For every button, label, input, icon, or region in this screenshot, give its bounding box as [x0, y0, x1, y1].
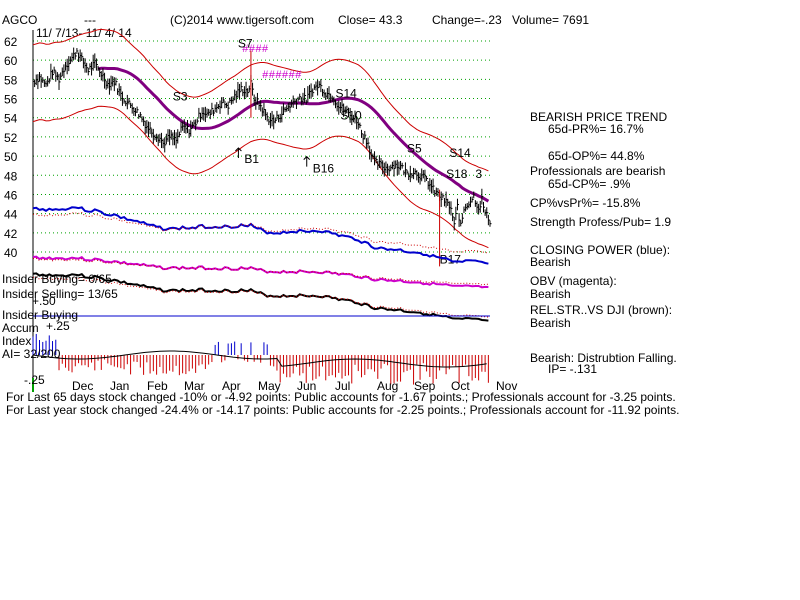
accum-histogram — [32, 333, 489, 392]
lower-band — [32, 105, 489, 249]
month-label: Sep — [414, 379, 436, 393]
sell-marker: ###### — [262, 70, 302, 82]
y-tick-label: 50 — [4, 150, 18, 164]
relstr-title: REL.STR..VS DJI (brown): — [530, 303, 672, 317]
cp-value: 65d-CP%= .9% — [548, 177, 631, 191]
obv-value: Bearish — [530, 287, 571, 301]
y-tick-label: 48 — [4, 169, 18, 183]
relstr-value: Bearish — [530, 316, 571, 330]
month-label: Aug — [377, 379, 398, 393]
y-tick-label: 54 — [4, 112, 18, 126]
y-tick-label: 62 — [4, 35, 18, 49]
month-label: Jan — [110, 379, 129, 393]
obv-title: OBV (magenta): — [530, 274, 617, 288]
closing-power-title: CLOSING POWER (blue): — [530, 243, 670, 257]
header-dashes: --- — [84, 13, 96, 27]
sell-marker: #### — [242, 44, 269, 56]
month-label: Dec — [72, 379, 93, 393]
month-label: Feb — [147, 379, 168, 393]
y-tick-label: 60 — [4, 54, 18, 68]
y-tick-label: 58 — [4, 73, 18, 87]
insider-buying: Insider Buying= 0/65 — [2, 272, 112, 286]
insider-buying-2: Insider Buying — [2, 308, 78, 322]
ticker: AGCO — [2, 13, 37, 27]
closing-power-value: Bearish — [530, 255, 571, 269]
signal-label: B1 — [244, 152, 259, 166]
signal-label: 3 — [475, 167, 482, 181]
month-label: Oct — [451, 379, 470, 393]
signal-label: S14 — [449, 146, 471, 160]
y-tick-label: 56 — [4, 93, 18, 107]
y-tick-label: 42 — [4, 227, 18, 241]
month-label: Nov — [496, 379, 517, 393]
cpvspr-value: CP%vsPr%= -15.8% — [530, 196, 641, 210]
close-value: Close= 43.3 — [338, 13, 403, 27]
accum-line — [32, 350, 487, 368]
obv-ma — [32, 257, 489, 286]
op-value: 65d-OP%= 44.8% — [548, 149, 645, 163]
footer-line-2: For Last year stock changed -24.4% or -1… — [6, 403, 679, 417]
month-label: Mar — [184, 379, 205, 393]
signal-label: S14 — [335, 87, 357, 101]
relstr-ma — [32, 276, 489, 318]
signal-label: S7 — [238, 37, 253, 51]
closing-power-line — [32, 206, 489, 265]
month-label: Jun — [297, 379, 316, 393]
x-axis: Dec Jan Feb Mar Apr May Jun Jul Aug Sep Oct Nov — [72, 379, 517, 393]
obv-line — [32, 255, 489, 289]
y-axis: 62 60 58 56 54 52 50 48 46 44 42 40 — [4, 30, 490, 392]
signal-label: S5 — [407, 141, 422, 155]
y-tick-label: 40 — [4, 246, 18, 260]
month-label: May — [258, 379, 281, 393]
insider-selling: Insider Selling= 13/65 — [2, 287, 118, 301]
footer-line-1: For Last 65 days stock changed -10% or -… — [6, 390, 676, 404]
indicator-lines — [32, 206, 490, 322]
date-range: 11/ 7/13- 11/ 4/ 14 — [36, 26, 132, 40]
month-label: Apr — [222, 379, 241, 393]
distribution-text: Bearish: Distrubtion Falling. — [530, 351, 677, 365]
month-label: Jul — [335, 379, 350, 393]
signal-label: B16 — [313, 161, 335, 175]
change-value: Change=-.23 — [432, 13, 502, 27]
plus50-label: +.50 — [32, 294, 56, 308]
trend-title: BEARISH PRICE TREND — [530, 110, 667, 124]
closing-power-ma — [32, 211, 489, 254]
y-tick-label: 44 — [4, 208, 18, 222]
ai-label: AI= 32/200 — [2, 347, 61, 361]
y-tick-label: 46 — [4, 188, 18, 202]
minus25-label: -.25 — [24, 373, 45, 387]
strength-value: Strength Profess/Pub= 1.9 — [530, 215, 671, 229]
upper-band — [32, 28, 489, 172]
y-tick-label: 52 — [4, 131, 18, 145]
index-label: Index — [2, 334, 31, 348]
signal-label: S10 — [340, 109, 362, 123]
copyright: (C)2014 www.tigersoft.com — [170, 13, 314, 27]
volume-value: Volume= 7691 — [512, 13, 589, 27]
pr-value: 65d-PR%= 16.7% — [548, 122, 644, 136]
price-series: ########## — [32, 44, 492, 267]
professionals-text: Professionals are bearish — [530, 164, 665, 178]
signal-label: S18 — [446, 167, 468, 181]
signal-label: S3 — [173, 89, 188, 103]
buy-arrow — [303, 155, 311, 167]
accum-label: Accum — [2, 321, 39, 335]
ip-value: IP= -.131 — [548, 362, 597, 376]
buy-arrow — [235, 147, 242, 159]
price-bands — [32, 28, 490, 249]
plus25-label: +.25 — [46, 319, 70, 333]
